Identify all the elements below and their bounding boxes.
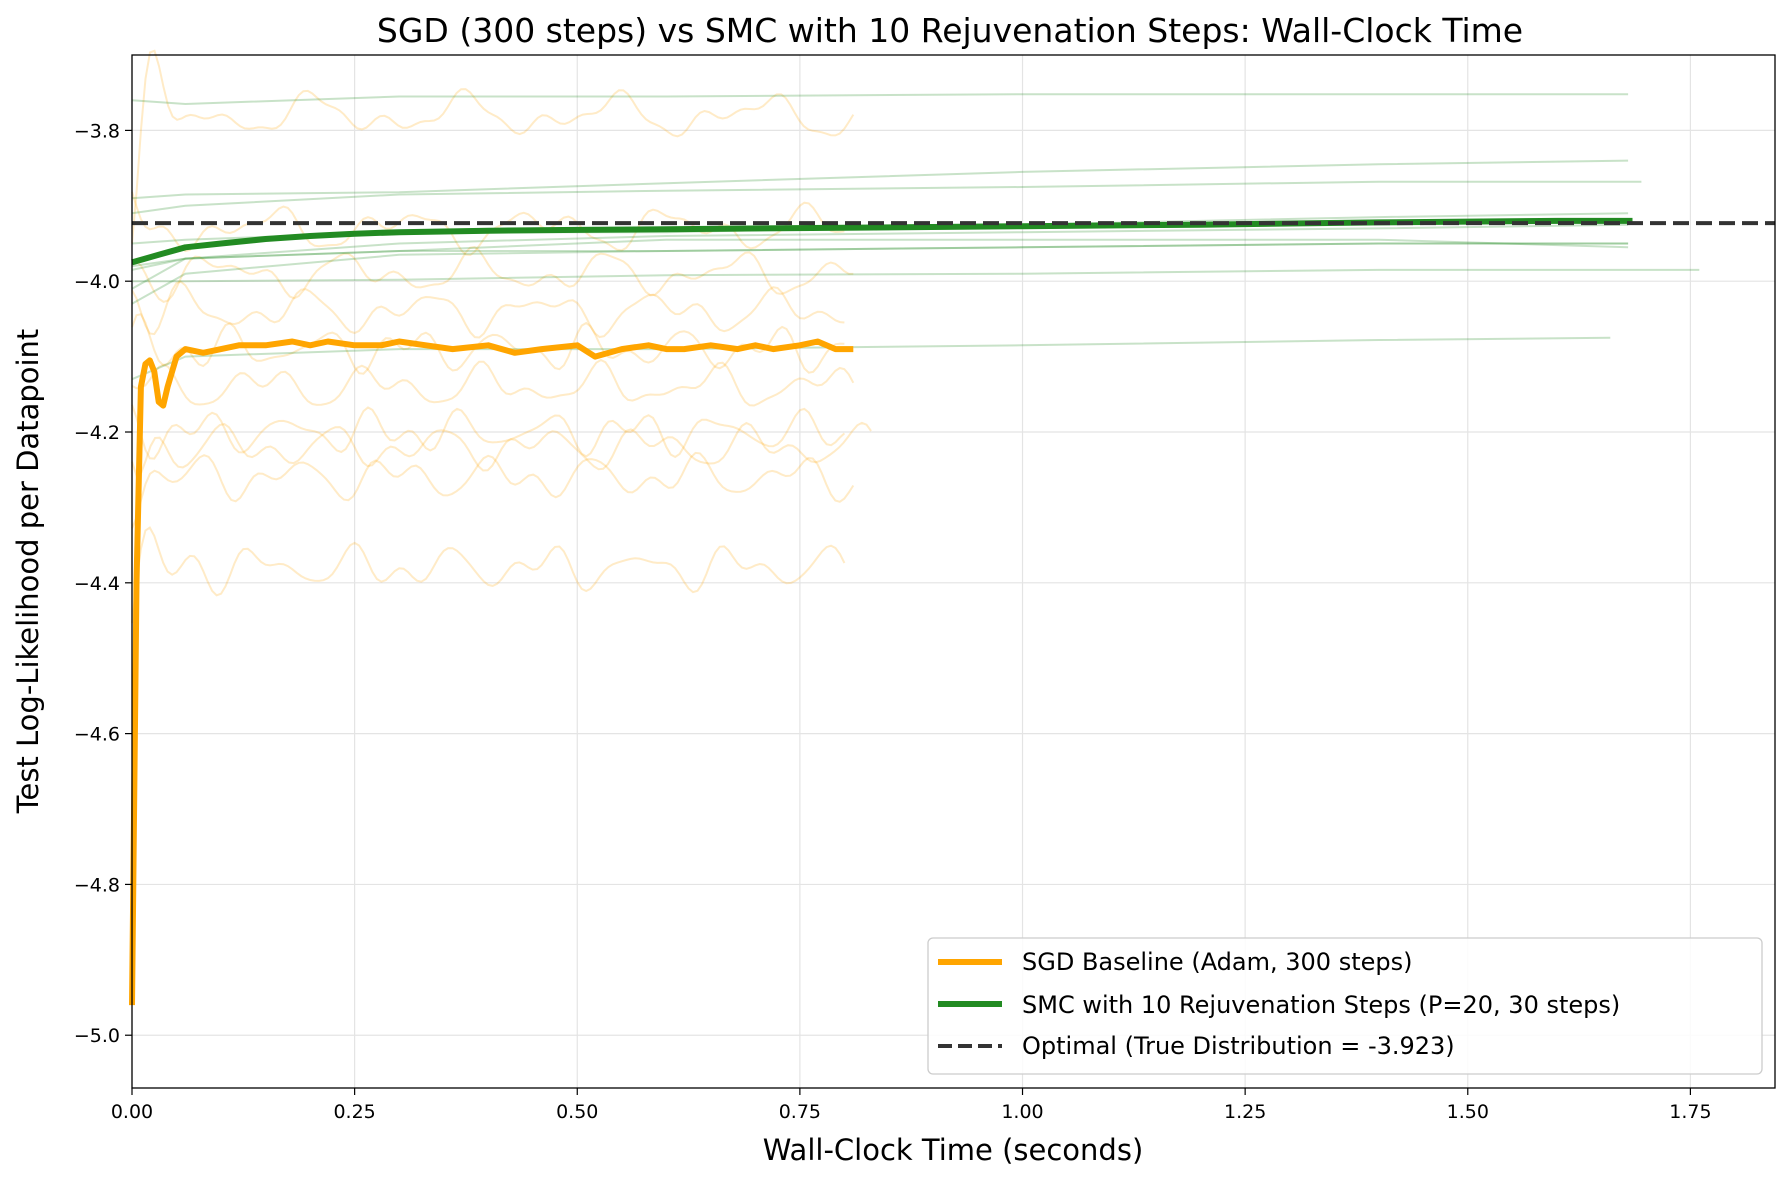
x-tick-label: 0.50 — [556, 1101, 598, 1123]
x-tick-label: 1.50 — [1447, 1101, 1489, 1123]
sgd-run-line — [131, 49, 855, 244]
sgd-run-line — [131, 526, 846, 624]
x-axis-label: Wall-Clock Time (seconds) — [763, 1133, 1144, 1167]
sgd-run-line — [131, 245, 854, 303]
sgd-run-line — [131, 404, 846, 460]
y-tick-label: −5.0 — [74, 1025, 120, 1047]
x-tick-label: 1.75 — [1669, 1101, 1711, 1123]
smc-run-line — [131, 180, 1642, 215]
x-tick-label: 0.25 — [333, 1101, 375, 1123]
legend-box — [927, 937, 1763, 1075]
sgd-run-line — [131, 313, 845, 375]
smc-run-line — [131, 238, 1629, 268]
smc-run-line — [132, 268, 1700, 283]
legend-label-sgd: SGD Baseline (Adam, 300 steps) — [1022, 948, 1412, 976]
grid — [131, 55, 1775, 1088]
mean-lines — [129, 217, 1775, 1006]
legend: SGD Baseline (Adam, 300 steps) SMC with … — [927, 937, 1763, 1075]
x-tick-label: 0.00 — [111, 1101, 153, 1123]
smc-run-line — [131, 242, 1629, 271]
y-axis: −5.0 −4.8 −4.6 −4.4 −4.2 −4.0 −3.8 — [74, 120, 132, 1047]
y-tick-label: −4.2 — [74, 422, 120, 444]
y-tick-label: −4.4 — [74, 573, 120, 595]
legend-label-smc: SMC with 10 Rejuvenation Steps (P=20, 30… — [1022, 991, 1620, 1019]
sgd-run-line — [131, 451, 855, 529]
smc-run-line — [131, 223, 1629, 290]
y-tick-label: −4.6 — [74, 724, 120, 746]
sgd-run-line — [131, 358, 855, 407]
plot-frame — [131, 54, 1776, 1089]
x-tick-label: 1.00 — [1001, 1101, 1043, 1123]
sgd-run-line — [131, 280, 845, 339]
y-tick-label: −4.0 — [74, 271, 120, 293]
sgd-mean-line — [129, 338, 854, 1006]
sgd-faint-runs — [131, 49, 872, 624]
legend-label-optimal: Optimal (True Distribution = -3.923) — [1022, 1032, 1455, 1060]
smc-run-line — [131, 159, 1629, 200]
x-axis: 0.00 0.25 0.50 0.75 1.00 1.25 1.50 1.75 — [111, 1088, 1712, 1123]
x-tick-label: 1.25 — [1224, 1101, 1266, 1123]
smc-faint-runs — [131, 93, 1700, 381]
sgd-run-line — [131, 421, 872, 478]
chart-title: SGD (300 steps) vs SMC with 10 Rejuvenat… — [377, 11, 1523, 50]
x-tick-label: 0.75 — [779, 1101, 821, 1123]
smc-run-line — [131, 93, 1629, 106]
y-tick-label: −4.8 — [74, 874, 120, 896]
y-tick-label: −3.8 — [74, 120, 120, 142]
y-axis-label: Test Log-Likelihood per Datapoint — [11, 329, 45, 815]
smc-run-line — [131, 242, 1629, 305]
